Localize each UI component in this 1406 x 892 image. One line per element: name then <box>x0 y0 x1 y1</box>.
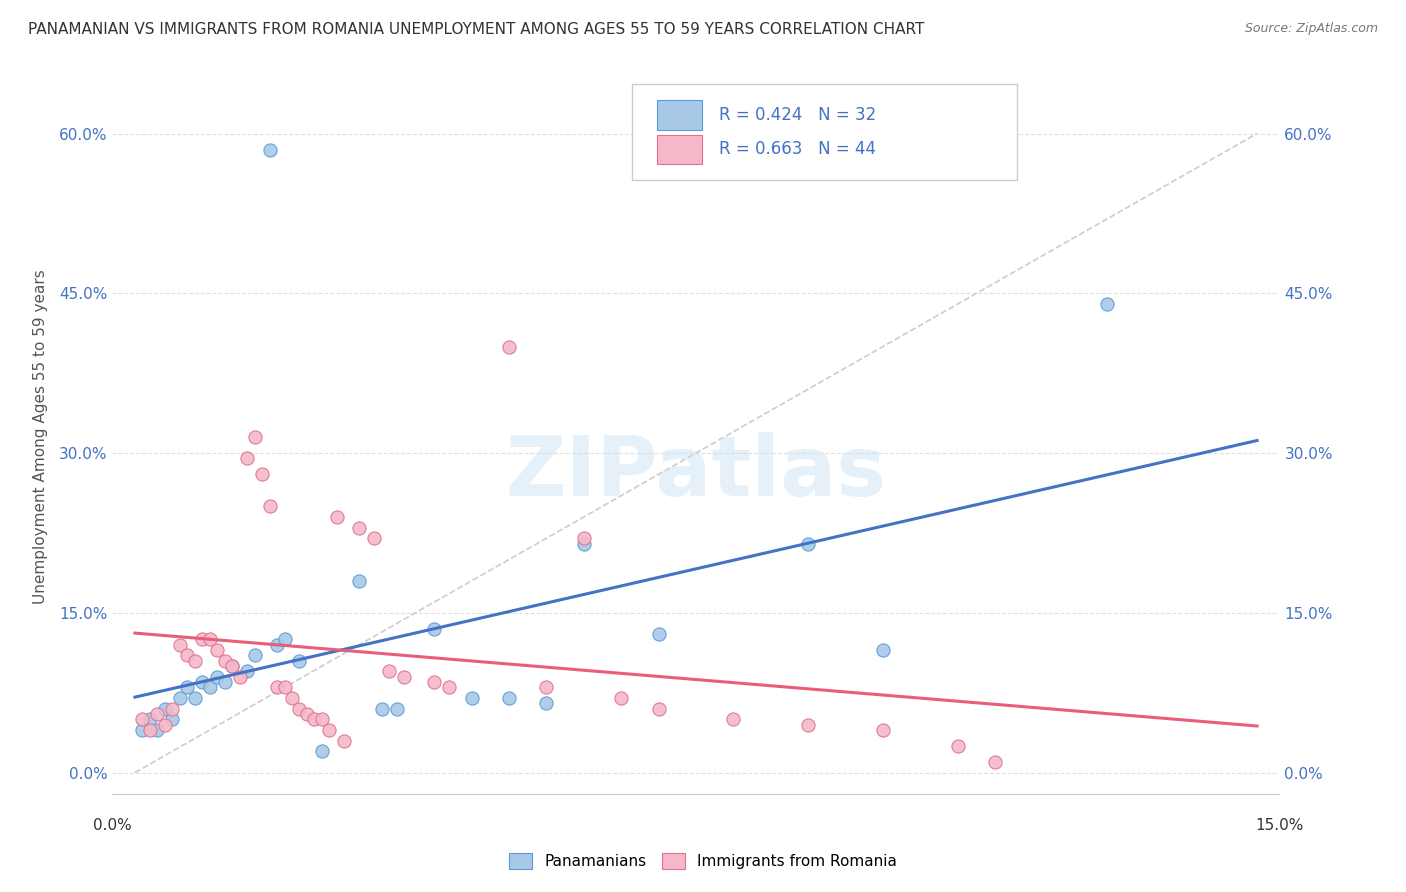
Point <box>153 701 176 715</box>
Point <box>371 701 394 715</box>
Point <box>153 717 176 731</box>
Y-axis label: Unemployment Among Ages 55 to 59 years: Unemployment Among Ages 55 to 59 years <box>32 269 48 605</box>
Point <box>236 451 259 466</box>
Point <box>349 520 371 534</box>
Text: PANAMANIAN VS IMMIGRANTS FROM ROMANIA UNEMPLOYMENT AMONG AGES 55 TO 59 YEARS COR: PANAMANIAN VS IMMIGRANTS FROM ROMANIA UN… <box>28 22 925 37</box>
Point <box>392 670 415 684</box>
FancyBboxPatch shape <box>658 135 702 164</box>
Point <box>273 632 295 647</box>
Point <box>205 643 228 657</box>
Point <box>184 691 207 706</box>
Point <box>250 467 273 482</box>
Point <box>423 622 446 636</box>
Point <box>221 659 243 673</box>
Legend: Panamanians, Immigrants from Romania: Panamanians, Immigrants from Romania <box>503 847 903 875</box>
Point <box>318 723 340 737</box>
Point <box>872 723 894 737</box>
Point <box>176 648 198 663</box>
Point <box>243 430 266 444</box>
Point <box>423 675 446 690</box>
Point <box>214 654 236 668</box>
Point <box>295 706 318 721</box>
Point <box>162 712 184 726</box>
Point <box>460 691 482 706</box>
Point <box>228 670 250 684</box>
Point <box>273 681 295 695</box>
Point <box>205 670 228 684</box>
Text: 0.0%: 0.0% <box>93 818 132 832</box>
Text: R = 0.663   N = 44: R = 0.663 N = 44 <box>720 141 876 159</box>
Point <box>131 723 153 737</box>
Point <box>176 681 198 695</box>
Point <box>363 531 385 545</box>
Point <box>266 681 288 695</box>
Point <box>221 659 243 673</box>
Point <box>288 701 311 715</box>
Point <box>385 701 408 715</box>
Point <box>184 654 207 668</box>
Point <box>191 675 214 690</box>
Point <box>647 627 669 641</box>
Point <box>191 632 214 647</box>
Point <box>214 675 236 690</box>
Point <box>198 632 221 647</box>
Point <box>198 681 221 695</box>
Point <box>146 723 169 737</box>
Point <box>1097 297 1119 311</box>
Point <box>536 681 558 695</box>
FancyBboxPatch shape <box>631 84 1017 180</box>
Point <box>169 691 191 706</box>
Point <box>131 712 153 726</box>
Point <box>311 712 333 726</box>
Point <box>797 536 820 550</box>
Point <box>610 691 633 706</box>
Point <box>243 648 266 663</box>
Point <box>723 712 745 726</box>
Point <box>946 739 969 753</box>
Point <box>572 536 595 550</box>
Point <box>498 691 520 706</box>
Point <box>333 733 356 747</box>
Point <box>288 654 311 668</box>
Point <box>266 638 288 652</box>
Text: ZIPatlas: ZIPatlas <box>506 433 886 513</box>
Point <box>304 712 326 726</box>
Point <box>236 665 259 679</box>
Point <box>872 643 894 657</box>
Point <box>797 717 820 731</box>
Point <box>146 706 169 721</box>
Point <box>139 723 162 737</box>
Point <box>162 701 184 715</box>
Point <box>349 574 371 588</box>
Text: 15.0%: 15.0% <box>1256 818 1303 832</box>
Point <box>326 510 349 524</box>
Point <box>259 500 281 514</box>
Point <box>536 697 558 711</box>
Point <box>647 701 669 715</box>
Point <box>378 665 401 679</box>
Text: R = 0.424   N = 32: R = 0.424 N = 32 <box>720 106 876 124</box>
Point <box>281 691 304 706</box>
Point <box>572 531 595 545</box>
Text: Source: ZipAtlas.com: Source: ZipAtlas.com <box>1244 22 1378 36</box>
Point <box>259 143 281 157</box>
Point <box>498 340 520 354</box>
Point <box>139 712 162 726</box>
Point <box>984 755 1007 769</box>
Point <box>311 744 333 758</box>
Point <box>437 681 460 695</box>
FancyBboxPatch shape <box>658 100 702 130</box>
Point <box>169 638 191 652</box>
